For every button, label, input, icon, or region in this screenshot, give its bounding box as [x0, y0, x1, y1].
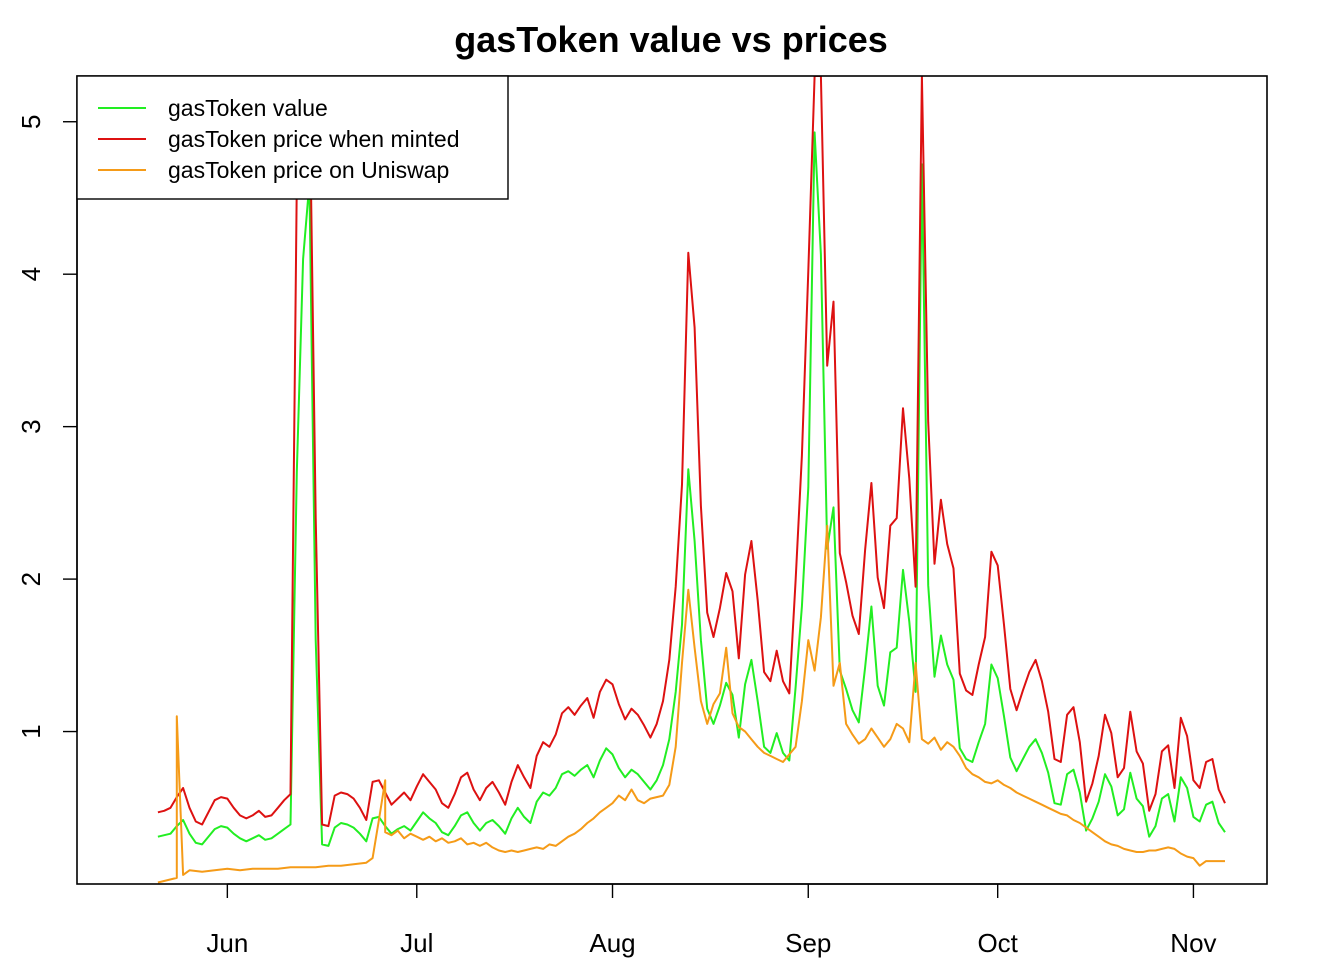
x-tick-label: Jun — [206, 928, 248, 958]
legend-box — [76, 75, 509, 200]
legend-label-minted: gasToken price when minted — [168, 126, 460, 152]
series-line-gastoken-value — [157, 131, 1226, 847]
x-tick-label: Oct — [977, 928, 1018, 958]
axis-layer: Jun Jul Aug Sep Oct Nov 1 2 3 4 5 — [16, 115, 1217, 958]
y-tick-label: 3 — [16, 419, 46, 433]
plot-frame — [76, 75, 1268, 885]
series-layer — [157, 76, 1226, 884]
x-tick-label: Aug — [589, 928, 635, 958]
x-tick-label: Sep — [785, 928, 831, 958]
x-tick-label: Jul — [400, 928, 433, 958]
chart-title: gasToken value vs prices — [454, 19, 888, 60]
legend-label-uniswap: gasToken price on Uniswap — [168, 157, 449, 183]
series-line-price-on-uniswap — [157, 524, 1225, 884]
y-tick-label: 4 — [16, 267, 46, 281]
x-tick-label: Nov — [1170, 928, 1216, 958]
legend-label-value: gasToken value — [168, 95, 328, 121]
y-tick-label: 1 — [16, 724, 46, 738]
y-tick-label: 2 — [16, 572, 46, 586]
series-line-price-when-minted — [157, 76, 1226, 828]
legend: gasToken value gasToken price when minte… — [76, 75, 509, 200]
y-tick-label: 5 — [16, 115, 46, 129]
